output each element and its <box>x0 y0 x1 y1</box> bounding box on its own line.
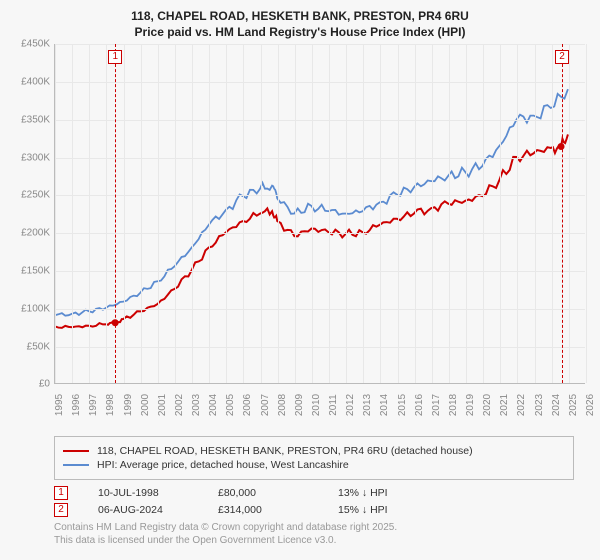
legend-label-hpi: HPI: Average price, detached house, West… <box>97 459 349 471</box>
chart-container: 118, CHAPEL ROAD, HESKETH BANK, PRESTON,… <box>0 0 600 553</box>
y-tick: £400K <box>21 77 50 88</box>
x-tick: 1999 <box>123 394 134 416</box>
x-tick: 2010 <box>311 394 322 416</box>
x-tick: 2008 <box>277 394 288 416</box>
legend-label-price: 118, CHAPEL ROAD, HESKETH BANK, PRESTON,… <box>97 445 473 457</box>
footer-line-1: Contains HM Land Registry data © Crown c… <box>54 521 588 534</box>
x-tick: 2026 <box>585 394 596 416</box>
x-tick: 2018 <box>448 394 459 416</box>
x-tick: 1997 <box>88 394 99 416</box>
x-tick: 2005 <box>225 394 236 416</box>
marker-row-badge: 2 <box>54 503 68 517</box>
x-tick: 2009 <box>294 394 305 416</box>
x-tick: 1995 <box>54 394 65 416</box>
marker-line-2 <box>562 44 563 383</box>
x-tick: 2025 <box>568 394 579 416</box>
x-tick: 2019 <box>465 394 476 416</box>
plot-area: £0 £50K £100K £150K £200K £250K £300K £350K £400… <box>12 44 587 404</box>
title-line-2: Price paid vs. HM Land Registry's House … <box>12 24 588 40</box>
x-tick: 1998 <box>105 394 116 416</box>
x-tick: 2000 <box>140 394 151 416</box>
x-axis: 1995199619971998199920002001200220032004… <box>54 384 585 404</box>
plot-inner: 12 <box>54 44 585 384</box>
y-tick: £300K <box>21 152 50 163</box>
marker-delta: 13% ↓ HPI <box>338 487 428 499</box>
y-tick: £0 <box>39 379 50 390</box>
legend-swatch-hpi <box>63 464 89 466</box>
legend: 118, CHAPEL ROAD, HESKETH BANK, PRESTON,… <box>54 436 574 480</box>
y-tick: £150K <box>21 266 50 277</box>
x-tick: 2007 <box>260 394 271 416</box>
marker-row-2: 2 06-AUG-2024 £314,000 15% ↓ HPI <box>54 503 574 517</box>
chart-titles: 118, CHAPEL ROAD, HESKETH BANK, PRESTON,… <box>12 8 588 40</box>
chart-lines <box>55 44 585 383</box>
legend-swatch-price <box>63 450 89 452</box>
x-tick: 2022 <box>516 394 527 416</box>
x-tick: 1996 <box>71 394 82 416</box>
x-tick: 2021 <box>499 394 510 416</box>
marker-badge-2: 2 <box>555 50 569 64</box>
x-tick: 2006 <box>242 394 253 416</box>
chart-footer: Contains HM Land Registry data © Crown c… <box>54 521 588 547</box>
marker-row-badge: 1 <box>54 486 68 500</box>
x-tick: 2024 <box>551 394 562 416</box>
x-tick: 2011 <box>328 395 339 417</box>
footer-line-2: This data is licensed under the Open Gov… <box>54 534 588 547</box>
x-tick: 2012 <box>345 394 356 416</box>
y-tick: £50K <box>27 341 50 352</box>
marker-table: 1 10-JUL-1998 £80,000 13% ↓ HPI 2 06-AUG-2024… <box>54 486 574 517</box>
marker-badge-1: 1 <box>108 50 122 64</box>
y-tick: £350K <box>21 114 50 125</box>
y-tick: £100K <box>21 303 50 314</box>
marker-date: 06-AUG-2024 <box>98 504 188 516</box>
x-tick: 2002 <box>174 394 185 416</box>
y-tick: £250K <box>21 190 50 201</box>
marker-price: £314,000 <box>218 504 308 516</box>
y-tick: £450K <box>21 39 50 50</box>
x-tick: 2003 <box>191 394 202 416</box>
marker-price: £80,000 <box>218 487 308 499</box>
legend-row-price: 118, CHAPEL ROAD, HESKETH BANK, PRESTON,… <box>63 445 565 457</box>
x-tick: 2014 <box>379 394 390 416</box>
y-axis: £0£50K£100K£150K£200K£250K£300K£350K£400… <box>12 44 52 384</box>
title-line-1: 118, CHAPEL ROAD, HESKETH BANK, PRESTON,… <box>12 8 588 24</box>
y-tick: £200K <box>21 228 50 239</box>
x-tick: 2016 <box>414 394 425 416</box>
x-tick: 2015 <box>397 394 408 416</box>
legend-row-hpi: HPI: Average price, detached house, West… <box>63 459 565 471</box>
marker-date: 10-JUL-1998 <box>98 487 188 499</box>
marker-delta: 15% ↓ HPI <box>338 504 428 516</box>
x-tick: 2013 <box>362 394 373 416</box>
x-tick: 2017 <box>431 394 442 416</box>
marker-row-1: 1 10-JUL-1998 £80,000 13% ↓ HPI <box>54 486 574 500</box>
x-tick: 2004 <box>208 394 219 416</box>
x-tick: 2023 <box>534 394 545 416</box>
x-tick: 2020 <box>482 394 493 416</box>
x-tick: 2001 <box>157 394 168 416</box>
marker-line-1 <box>115 44 116 383</box>
